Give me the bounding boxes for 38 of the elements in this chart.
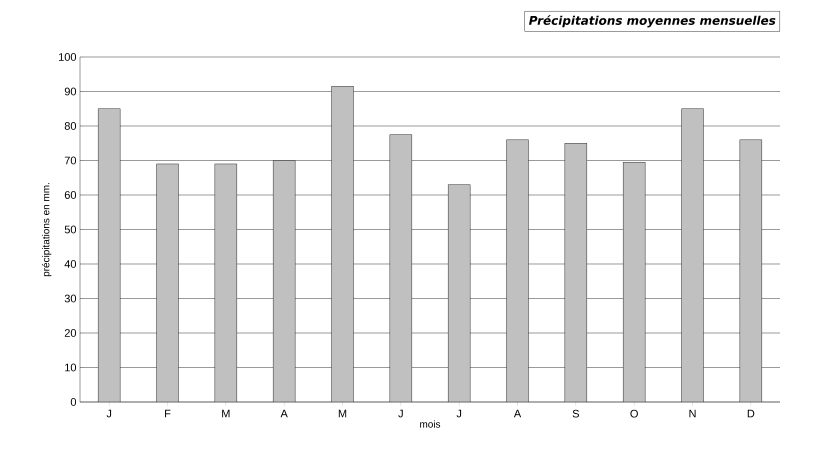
bar: [214, 164, 238, 402]
y-tick-label: 50: [64, 226, 76, 234]
x-tick-label: S: [572, 410, 579, 418]
bar: [506, 140, 529, 402]
x-tick-label: F: [165, 410, 170, 418]
bar: [98, 108, 120, 402]
bar: [740, 140, 762, 402]
bar: [331, 86, 354, 402]
y-tick-label: 100: [59, 53, 76, 61]
bar: [622, 162, 646, 402]
y-tick-label: 30: [64, 294, 76, 302]
bar: [681, 108, 704, 402]
y-tick-label: 70: [64, 156, 76, 164]
y-tick-label: 40: [64, 260, 76, 268]
x-tick-label: A: [280, 410, 288, 418]
y-tick-label: 80: [64, 122, 76, 130]
y-tick-label: 0: [70, 398, 76, 406]
bar: [448, 184, 470, 402]
bar: [272, 160, 296, 402]
y-axis-title: précipitations en mm.: [42, 183, 52, 276]
chart-title: Précipitations moyennes mensuelles: [529, 15, 776, 28]
x-tick-label: J: [456, 410, 462, 418]
y-tick-label: 60: [64, 191, 76, 199]
bar: [390, 134, 412, 402]
x-tick-label: J: [106, 410, 112, 418]
x-tick-label: A: [514, 410, 522, 418]
y-tick-label: 20: [64, 329, 76, 337]
x-tick-label: N: [689, 410, 696, 418]
bar: [564, 143, 588, 402]
bar: [156, 164, 179, 402]
x-tick-label: D: [748, 410, 754, 418]
x-tick-label: J: [398, 410, 403, 418]
x-tick-label: M: [222, 410, 230, 418]
y-tick-label: 10: [65, 364, 76, 372]
x-tick-label: O: [630, 410, 638, 418]
y-tick-label: 90: [64, 88, 76, 96]
x-axis-title: mois: [420, 420, 440, 428]
x-tick-label: M: [338, 410, 346, 418]
